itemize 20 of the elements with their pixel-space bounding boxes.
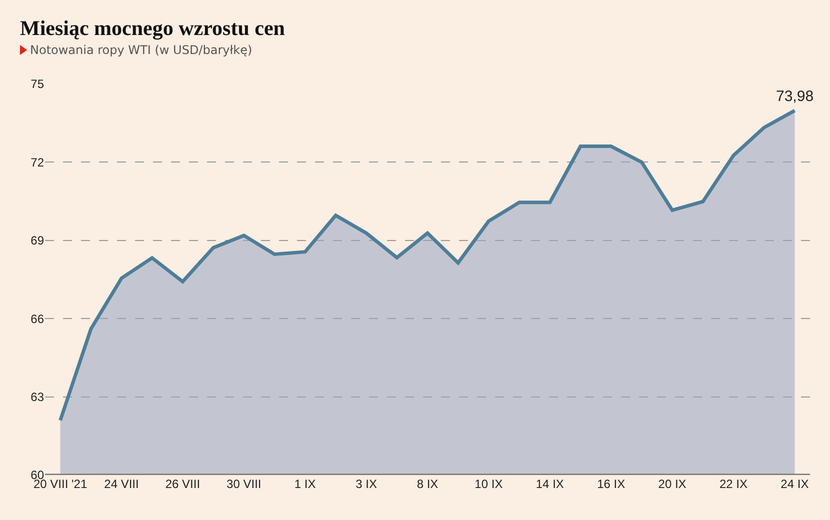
x-tick-label: 16 IX <box>597 477 626 491</box>
chart-subtitle: Notowania ropy WTI (w USD/baryłkę) <box>30 43 252 57</box>
x-tick-label: 30 VIII <box>226 477 262 491</box>
chart-title: Miesiąc mocnego wzrostu cen <box>20 16 285 41</box>
x-tick-label: 14 IX <box>536 477 564 491</box>
x-tick-label: 20 IX <box>658 477 686 491</box>
y-tick-label: 75 <box>30 77 44 92</box>
x-tick-label: 24 IX <box>780 477 809 491</box>
x-tick-label: 10 IX <box>474 477 503 491</box>
data-label: 73,98 <box>776 88 814 105</box>
y-tick-label: 72 <box>30 155 44 170</box>
x-tick-label: 24 VIII <box>104 477 139 491</box>
x-tick-label: 22 IX <box>719 477 748 491</box>
x-tick-label: 1 IX <box>294 477 316 491</box>
x-tick-label: 3 IX <box>356 477 377 491</box>
y-tick-label: 69 <box>30 234 44 248</box>
y-tick-label: 63 <box>30 390 44 404</box>
y-tick-label: 66 <box>30 312 44 326</box>
x-tick-label: 26 VIII <box>165 477 200 491</box>
x-tick-label: 8 IX <box>416 477 438 491</box>
